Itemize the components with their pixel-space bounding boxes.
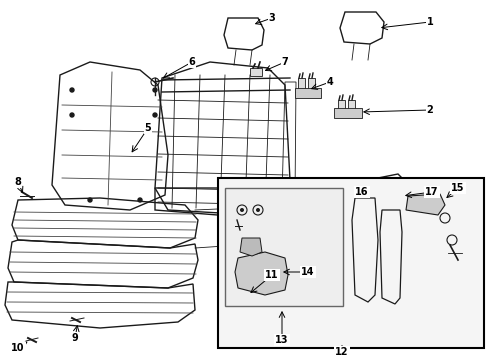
Bar	[249, 68, 262, 76]
Bar	[347, 100, 354, 114]
Text: 1: 1	[426, 17, 432, 27]
Text: 4: 4	[326, 77, 333, 87]
Circle shape	[256, 208, 260, 212]
Text: 9: 9	[71, 333, 78, 343]
Text: 3: 3	[268, 13, 275, 23]
Polygon shape	[405, 194, 444, 215]
Text: 7: 7	[281, 57, 288, 67]
Polygon shape	[240, 238, 262, 256]
Text: 10: 10	[11, 343, 25, 353]
Circle shape	[138, 198, 142, 202]
Circle shape	[70, 113, 74, 117]
Bar	[294, 88, 320, 98]
Text: 8: 8	[15, 177, 21, 187]
Circle shape	[88, 198, 92, 202]
Bar	[379, 182, 397, 206]
Polygon shape	[235, 252, 287, 295]
Text: 13: 13	[275, 335, 288, 345]
Bar	[333, 108, 361, 118]
Circle shape	[70, 88, 74, 92]
Text: 2: 2	[426, 105, 432, 115]
Text: 17: 17	[425, 187, 438, 197]
Circle shape	[153, 113, 157, 117]
Bar	[337, 100, 345, 114]
Circle shape	[240, 208, 244, 212]
Text: 14: 14	[301, 267, 314, 277]
Bar	[307, 78, 314, 92]
Text: 15: 15	[450, 183, 464, 193]
Text: 5: 5	[144, 123, 151, 133]
Text: 16: 16	[354, 187, 368, 197]
Text: 6: 6	[188, 57, 195, 67]
Text: 12: 12	[335, 347, 348, 357]
Circle shape	[153, 88, 157, 92]
Bar	[224, 188, 342, 306]
Text: 11: 11	[264, 270, 278, 280]
Bar	[231, 290, 260, 312]
Bar	[297, 78, 305, 92]
Bar	[218, 178, 483, 348]
